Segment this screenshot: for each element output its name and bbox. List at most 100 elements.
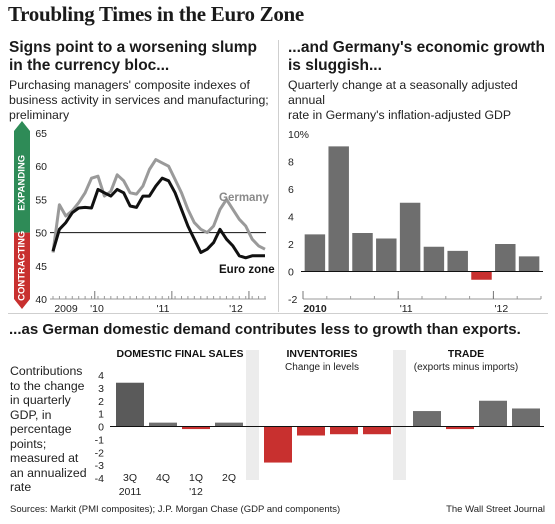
down-arrow-icon xyxy=(14,299,30,309)
side-note-line: Contributions xyxy=(10,364,83,378)
side-note-line: percentage xyxy=(10,422,72,436)
x-tick-label: 2010 xyxy=(303,303,327,315)
contribution-bar xyxy=(330,426,358,435)
contracting-label: CONTRACTING xyxy=(17,231,28,301)
y-tick-label: 6 xyxy=(288,184,294,196)
group-header: INVENTORIES xyxy=(287,348,358,360)
side-note-line: rate xyxy=(10,480,32,494)
contribution-bar xyxy=(264,426,292,463)
y-tick-label: 2 xyxy=(98,396,104,408)
right-headline-line: ...and Germany's economic growth xyxy=(288,39,545,56)
right-subtitle: Quarterly change at a seasonally adjuste… xyxy=(288,78,555,123)
group-note: (exports minus imports) xyxy=(414,362,518,373)
x-tick-label: '12 xyxy=(495,303,509,315)
y-tick-label: -2 xyxy=(95,447,104,459)
y-tick-label: 60 xyxy=(35,161,47,173)
group-separator-shade xyxy=(393,350,406,480)
y-tick-label: 1 xyxy=(98,409,104,421)
quarter-label: 1Q xyxy=(189,472,203,484)
y-tick-label: 4 xyxy=(98,370,104,382)
left-headline-line: in the currency bloc... xyxy=(9,57,170,74)
side-note-line: GDP, in xyxy=(10,407,52,422)
contribution-bar xyxy=(297,426,325,436)
left-subtitle-line: business activity in services and manufa… xyxy=(9,93,269,107)
left-subtitle: Purchasing managers' composite indexes o… xyxy=(9,78,269,123)
gdp-bar xyxy=(447,250,468,272)
side-note-line: in quarterly xyxy=(10,393,71,407)
left-subtitle-line: Purchasing managers' composite indexes o… xyxy=(9,78,250,92)
gdp-bar xyxy=(304,234,326,272)
expanding-label: EXPANDING xyxy=(17,155,28,211)
gdp-bar xyxy=(471,271,492,280)
germany-line xyxy=(51,158,266,253)
up-arrow-icon xyxy=(14,121,30,131)
right-headline: ...and Germany's economic growth is slug… xyxy=(288,39,545,75)
contribution-bar xyxy=(413,411,441,427)
horizontal-divider xyxy=(8,313,548,314)
quarter-label: 3Q xyxy=(123,472,137,484)
y-tick-label: 8 xyxy=(288,157,294,169)
y-tick-label: 40 xyxy=(35,294,47,306)
expanding-zone-bar xyxy=(14,131,30,233)
contribution-bar xyxy=(512,408,540,427)
y-tick-label: -1 xyxy=(95,434,104,446)
bottom-side-note: Contributions to the change in quarterly… xyxy=(10,364,87,495)
bottom-headline: ...as German domestic demand contributes… xyxy=(9,321,521,338)
side-note-line: an annualized xyxy=(10,465,87,480)
x-tick-label: '11 xyxy=(157,303,170,315)
contribution-bar xyxy=(215,422,243,427)
y-tick-label: -3 xyxy=(95,460,104,472)
side-note-line: points; xyxy=(10,436,47,451)
gdp-bar xyxy=(328,146,349,272)
y-tick-label: 45 xyxy=(35,261,47,273)
y-tick-label: 0 xyxy=(98,422,104,434)
eurozone-line xyxy=(51,176,265,260)
eurozone-series-label: Euro zone xyxy=(219,264,275,276)
gdp-bar xyxy=(518,256,540,272)
year-label: 2011 xyxy=(119,486,142,498)
page-title: Troubling Times in the Euro Zone xyxy=(8,2,304,26)
group-separator-shade xyxy=(246,350,259,480)
contribution-bar xyxy=(149,422,177,427)
side-note-line: measured at xyxy=(10,451,79,465)
vertical-divider xyxy=(278,40,279,312)
left-headline-line: Signs point to a worsening slump xyxy=(9,39,258,56)
right-subtitle-line: Quarterly change at a seasonally adjuste… xyxy=(288,78,518,107)
left-headline: Signs point to a worsening slump in the … xyxy=(9,39,257,75)
y-tick-label: 0 xyxy=(288,267,294,279)
y-tick-label: -2 xyxy=(288,294,297,306)
y-tick-label: 3 xyxy=(98,383,104,395)
germany-series-label: Germany xyxy=(219,192,269,204)
contracting-zone-bar xyxy=(14,232,30,299)
group-header: DOMESTIC FINAL SALES xyxy=(117,348,244,360)
sources-note: Sources: Markit (PMI composites); J.P. M… xyxy=(10,504,341,515)
right-subtitle-line: rate in Germany's inflation-adjusted GDP xyxy=(288,108,512,122)
side-note-line: to the change xyxy=(10,378,85,393)
y-tick-label: 65 xyxy=(35,128,47,140)
gdp-bar xyxy=(399,202,421,272)
gdp-bar xyxy=(423,246,445,272)
y-tick-label: 2 xyxy=(288,239,294,251)
quarter-label: 2Q xyxy=(222,472,236,484)
year-label: '12 xyxy=(189,486,203,498)
contribution-bar xyxy=(116,382,144,427)
group-header: TRADE xyxy=(448,348,484,360)
y-tick-label: -4 xyxy=(95,473,104,485)
y-tick-label: 55 xyxy=(35,194,47,206)
x-tick-label: '12 xyxy=(229,303,243,315)
y-tick-label: 10% xyxy=(288,129,309,141)
right-headline-line: is sluggish... xyxy=(288,57,382,74)
group-note: Change in levels xyxy=(285,362,359,373)
x-tick-label: 2009 xyxy=(54,303,78,315)
x-tick-label: '11 xyxy=(400,303,413,315)
y-tick-label: 50 xyxy=(35,228,47,240)
quarter-label: 4Q xyxy=(156,472,170,484)
contribution-bar xyxy=(363,426,391,435)
contribution-bar xyxy=(182,426,210,430)
y-tick-label: 4 xyxy=(288,212,294,224)
credit: The Wall Street Journal xyxy=(446,504,545,515)
